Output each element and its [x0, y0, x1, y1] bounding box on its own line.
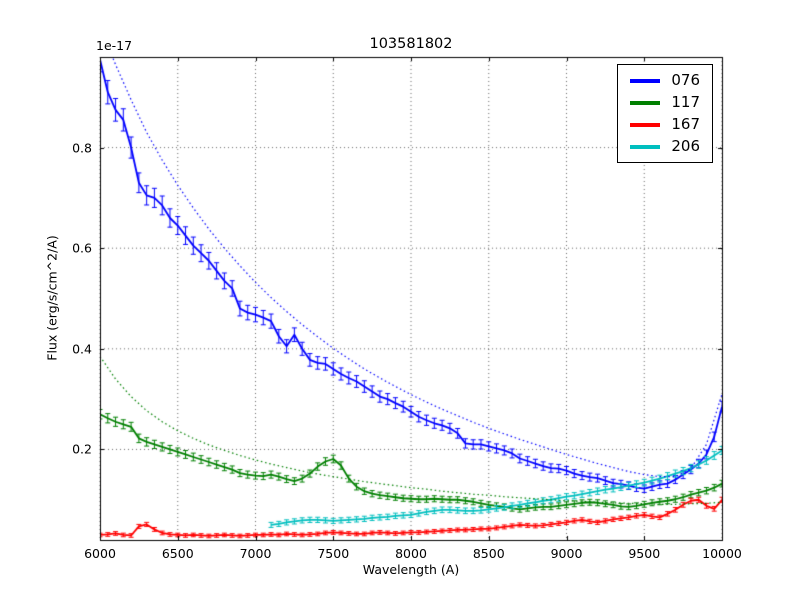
legend-label: 206: [671, 137, 700, 155]
legend-line-swatch: [630, 100, 661, 105]
x-tick-label: 8000: [395, 546, 427, 561]
x-tick-label: 6500: [161, 546, 194, 561]
y-tick-label: 0.4: [72, 341, 92, 357]
y-tick-label: 0.2: [72, 441, 92, 457]
x-tick-label: 7500: [317, 546, 350, 561]
y-tick-label: 0.8: [72, 140, 92, 156]
y-axis-label: Flux (erg/s/cm^2/A): [44, 235, 60, 361]
x-tick-label: 10000: [702, 546, 742, 561]
legend-line-swatch: [630, 144, 661, 149]
legend-item: 117: [630, 95, 700, 110]
legend-line-swatch: [630, 78, 661, 83]
legend-item: 167: [630, 117, 700, 132]
legend-item: 206: [630, 139, 700, 154]
x-tick-label: 6000: [84, 546, 116, 561]
legend-line-swatch: [630, 122, 661, 127]
y-axis-offset-text: 1e-17: [96, 38, 133, 53]
x-tick-label: 8500: [472, 546, 505, 561]
legend-label: 076: [671, 71, 700, 89]
legend: 076 117 167 206: [617, 64, 713, 163]
x-axis-label: Wavelength (A): [362, 562, 460, 577]
y-tick-label: 0.6: [72, 240, 92, 256]
x-tick-label: 9000: [550, 546, 583, 561]
legend-item: 076: [630, 73, 700, 88]
legend-label: 167: [671, 115, 700, 133]
x-tick-label: 7000: [239, 546, 272, 561]
x-tick-label: 9500: [628, 546, 661, 561]
chart-title: 103581802: [369, 36, 453, 52]
legend-label: 117: [671, 93, 700, 111]
